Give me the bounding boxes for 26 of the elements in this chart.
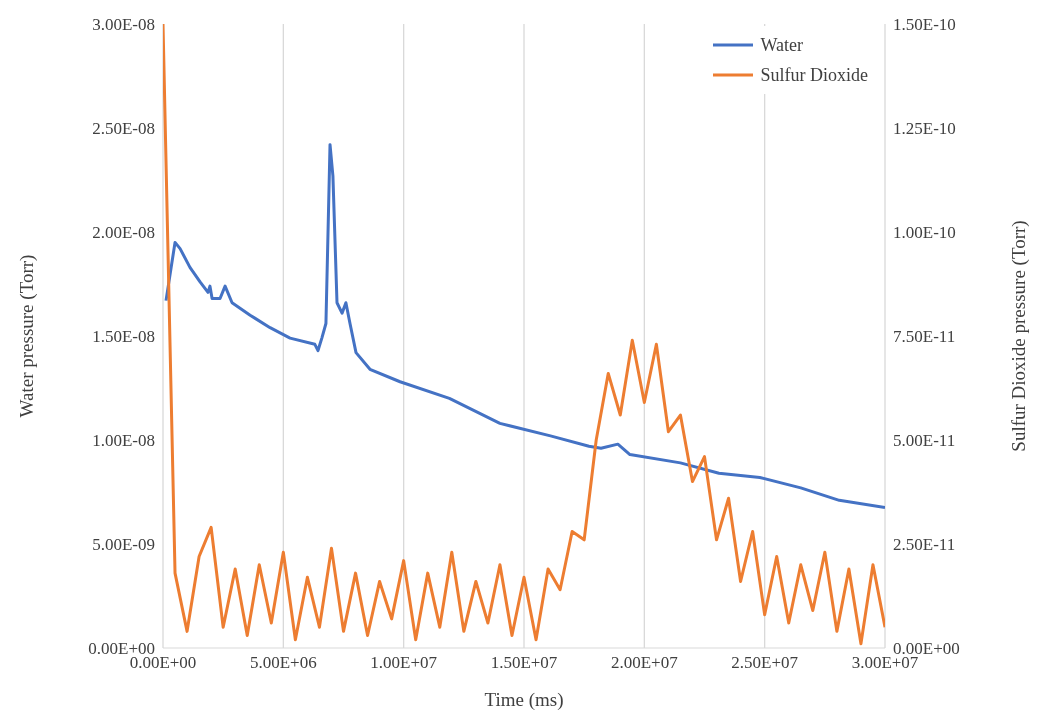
line-series [164, 143, 885, 510]
x-tick-label: 0.00E+00 [129, 653, 197, 673]
y2-tick-label: 1.25E-10 [893, 119, 956, 139]
y-axis-title: Water pressure (Torr) [15, 254, 38, 418]
y-tick-label: 1.50E-08 [92, 327, 155, 347]
x-tick-label: 2.50E+07 [731, 653, 799, 673]
x-tick-label: 3.00E+07 [851, 653, 919, 673]
x-tick-label: 5.00E+06 [249, 653, 317, 673]
x-tick-label: 1.00E+07 [370, 653, 438, 673]
y2-tick-label: 5.00E-11 [893, 431, 956, 451]
legend-label: Sulfur Dioxide [760, 64, 868, 87]
line-series [163, 24, 885, 646]
y2-tick-label: 2.50E-11 [893, 535, 956, 555]
x-tick-label: 1.50E+07 [490, 653, 558, 673]
y-tick-label: 2.00E-08 [92, 223, 155, 243]
y-tick-label: 3.00E-08 [92, 15, 155, 35]
y-tick-label: 2.50E-08 [92, 119, 155, 139]
x-tick-label: 2.00E+07 [610, 653, 679, 673]
y2-tick-label: 1.50E-10 [893, 15, 956, 35]
y2-axis-title: Sulfur Dioxide pressure (Torr) [1007, 220, 1030, 452]
legend-label: Water [760, 34, 804, 57]
y2-tick-label: 1.00E-10 [893, 223, 956, 243]
x-axis-title: Time (ms) [484, 689, 564, 711]
y-tick-label: 1.00E-08 [92, 431, 155, 451]
y-tick-label: 5.00E-09 [92, 535, 155, 555]
y2-tick-label: 7.50E-11 [893, 327, 956, 347]
